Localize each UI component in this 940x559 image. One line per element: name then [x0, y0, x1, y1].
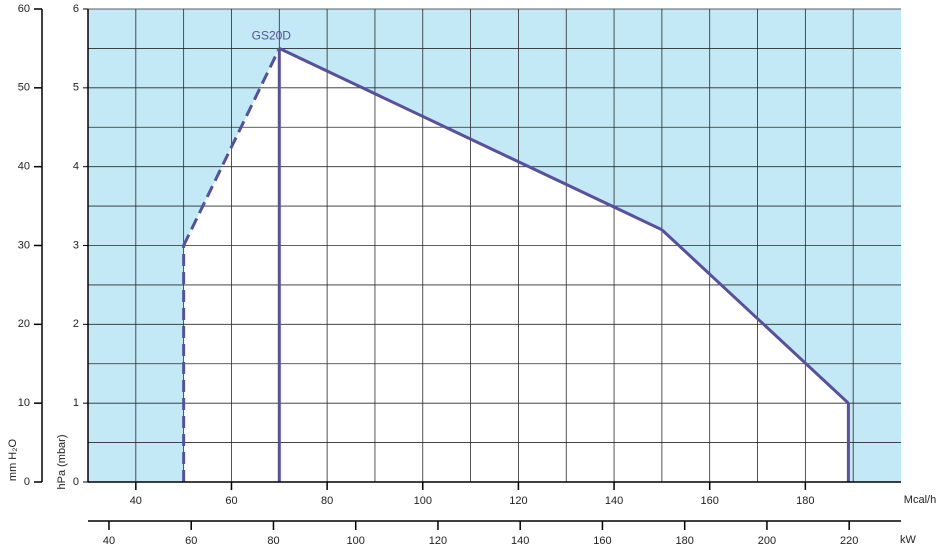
y2-tick-label: 50 — [18, 82, 30, 94]
x2-axis-label: kW — [900, 534, 917, 546]
y-tick-label: 6 — [73, 3, 79, 15]
y2-tick-label: 60 — [18, 3, 30, 15]
x-tick-label: 180 — [796, 495, 814, 507]
x2-tick-label: 140 — [511, 535, 529, 547]
y2-tick-label: 30 — [18, 239, 30, 251]
x2-tick-label: 220 — [840, 535, 858, 547]
x-tick-label: 40 — [130, 495, 142, 507]
y-tick-label: 1 — [73, 397, 79, 409]
boundary-segment — [182, 47, 281, 247]
y-tick-label: 0 — [73, 476, 79, 488]
y2-tick-label: 10 — [18, 397, 30, 409]
y2-tick-label: 40 — [18, 161, 30, 173]
x-axis-label: Mcal/h — [904, 494, 936, 506]
x2-tick-label: 60 — [185, 535, 197, 547]
x-tick-label: 100 — [414, 495, 432, 507]
x2-tick-label: 120 — [429, 535, 447, 547]
x-tick-label: 120 — [509, 495, 527, 507]
y-axis-label: hPa (mbar) — [56, 434, 68, 489]
y-tick-label: 2 — [73, 318, 79, 330]
x-tick-label: 160 — [701, 495, 719, 507]
x2-tick-label: 200 — [758, 535, 776, 547]
y-tick-label: 4 — [73, 161, 79, 173]
working-field — [183, 48, 849, 483]
x2-tick-label: 100 — [347, 535, 365, 547]
x2-tick-label: 80 — [267, 535, 279, 547]
x2-tick-label: 160 — [593, 535, 611, 547]
x2-tick-label: 40 — [103, 535, 115, 547]
boundary-segment — [278, 47, 663, 232]
x2-tick-label: 180 — [676, 535, 694, 547]
y2-axis-label: mm H₂O — [7, 438, 19, 481]
y2-tick-label: 0 — [24, 476, 30, 488]
y-tick-label: 5 — [73, 82, 79, 94]
x-tick-label: 140 — [605, 495, 623, 507]
x-tick-label: 80 — [321, 495, 333, 507]
x-tick-label: 60 — [225, 495, 237, 507]
boundary-segment — [660, 228, 850, 405]
y2-tick-label: 20 — [18, 318, 30, 330]
series-label: GS20D — [252, 29, 292, 43]
y-tick-label: 3 — [73, 239, 79, 251]
